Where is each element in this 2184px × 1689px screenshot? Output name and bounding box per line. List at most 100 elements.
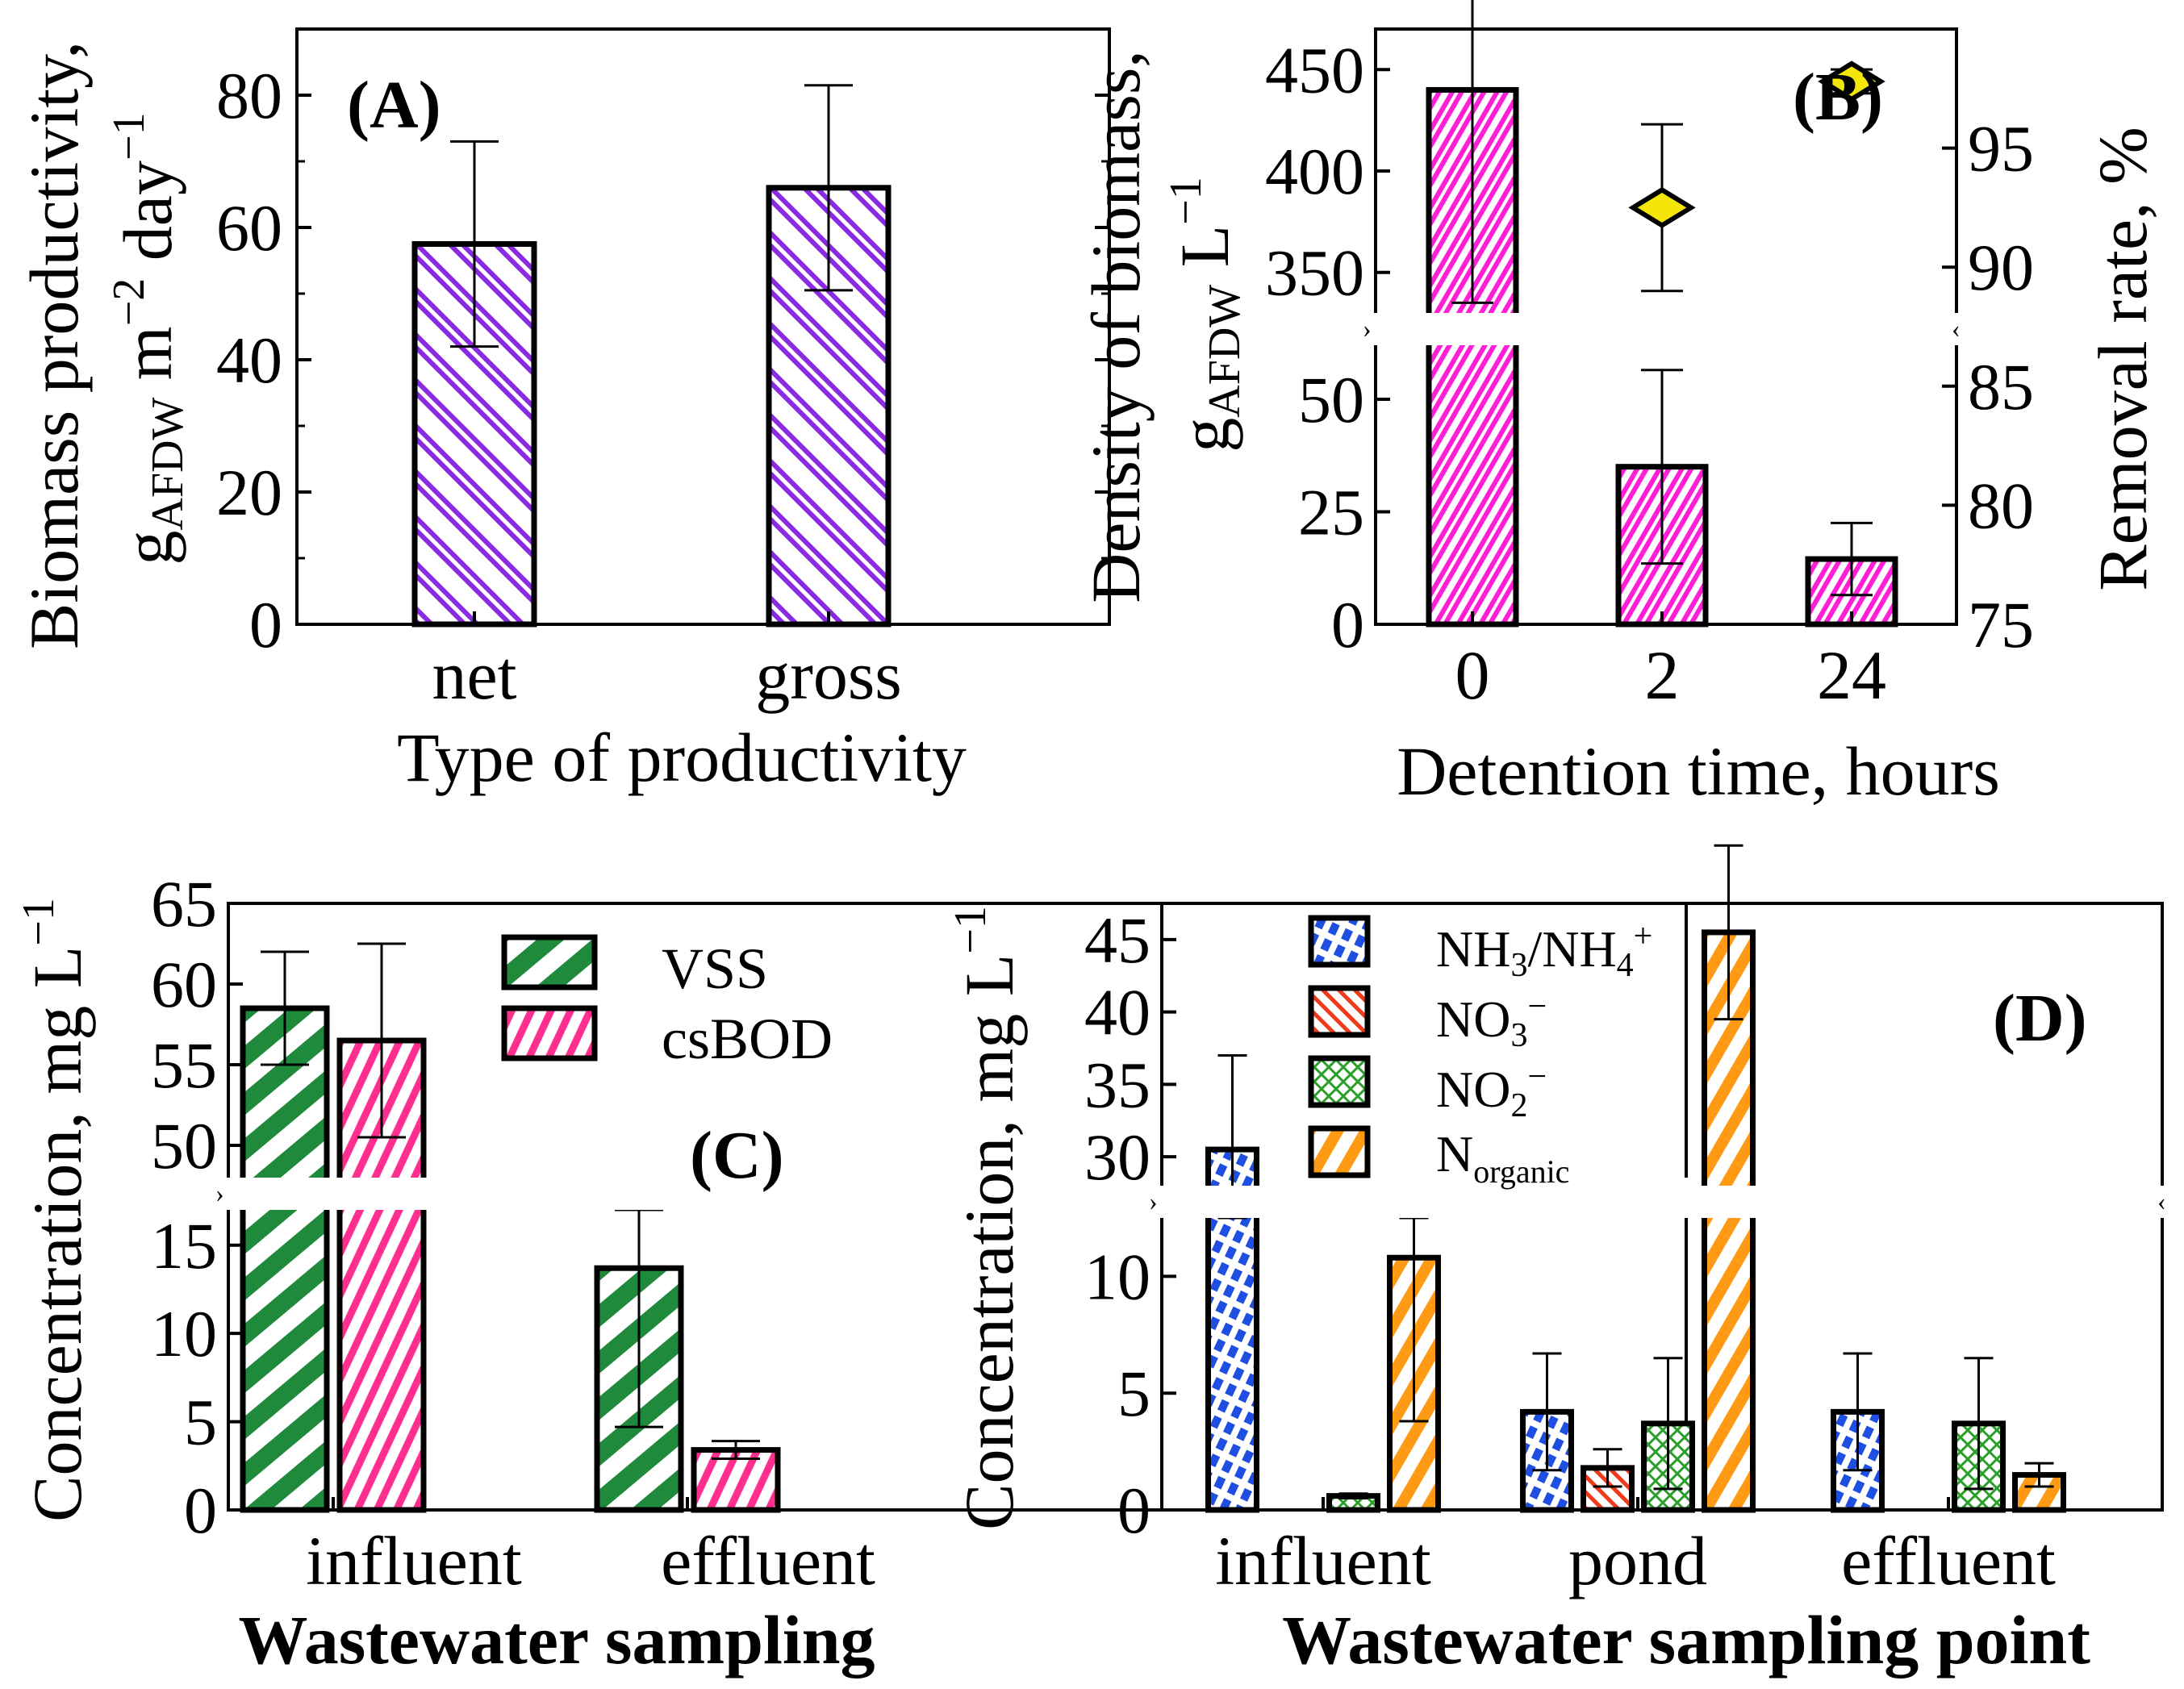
- panel-c-xticks: influent effluent: [306, 1497, 875, 1599]
- panel-b-bars: [1426, 0, 1898, 628]
- panel-d-xlabel: Wastewater sampling point: [1282, 1601, 2090, 1679]
- ytick-label: 25: [1298, 475, 1364, 548]
- ytick-label: 80: [216, 59, 282, 132]
- panel-d-break: › ‹: [1146, 1186, 2178, 1218]
- legend-swatch-csbod: [501, 1005, 598, 1061]
- panel-d-legend: NH3/NH4+ NO3− NO2− Norganic: [1308, 915, 1652, 1190]
- panel-b-diamonds: [1628, 60, 1885, 293]
- panel-b-y2ticks: 75 80 85 90 95: [1942, 112, 2034, 661]
- panel-c-legend: VSS csBOD: [501, 934, 833, 1071]
- ytick-label: 0: [1331, 588, 1364, 661]
- panel-b-ylabel-line2: gAFDW L−1: [1161, 177, 1250, 452]
- ytick-label: 0: [249, 588, 282, 661]
- ytick-label: 10: [1084, 1240, 1150, 1313]
- y2tick-label: 85: [1968, 350, 2034, 423]
- panel-d-legend-item-no3: NO3−: [1308, 985, 1547, 1054]
- panel-b-xlabel: Detention time, hours: [1397, 732, 2000, 810]
- y2tick-label: 95: [1968, 112, 2034, 186]
- panel-c-ylabel: Concentration, mg L−1: [14, 898, 96, 1522]
- legend-swatch-no2: [1308, 1055, 1371, 1108]
- xtick-label-influent: influent: [306, 1522, 522, 1599]
- legend-swatch-nh3: [1308, 915, 1371, 968]
- axis-break-gap: [1146, 1186, 2178, 1218]
- panel-d-legend-item-nh3: NH3/NH4+: [1308, 915, 1652, 984]
- xtick-label-net: net: [432, 636, 516, 714]
- removal-diamond-24: [1818, 60, 1885, 102]
- ytick-label: 0: [1117, 1474, 1150, 1547]
- panel-b-label: (B): [1793, 60, 1883, 135]
- xtick-label-gross: gross: [755, 636, 902, 714]
- axis-break-mark-left: ›: [215, 1178, 224, 1207]
- bar-VSS-influent: [240, 1005, 330, 1513]
- panel-a: 0 20 40 60 80 net gross (A) Type of productiv…: [15, 27, 1111, 796]
- panel-a-xlabel: Type of productivity: [397, 719, 967, 796]
- ytick-label: 65: [151, 867, 217, 940]
- ytick-label: 400: [1265, 135, 1364, 208]
- axis-break-gap: [1359, 313, 1973, 345]
- axis-break-mark-left: ›: [1149, 1186, 1158, 1216]
- y2tick-label: 90: [1968, 231, 2034, 304]
- removal-diamond-2: [1628, 186, 1696, 228]
- legend-label-csbod: csBOD: [662, 1007, 833, 1071]
- ytick-label: 45: [1084, 903, 1150, 977]
- panel-a-xticks: net gross: [432, 611, 902, 714]
- legend-label-norganic: Norganic: [1436, 1125, 1569, 1190]
- ytick-label: 60: [151, 948, 217, 1021]
- xtick-label-2: 2: [1645, 636, 1680, 714]
- axis-break-mark-right: ‹: [2157, 1186, 2166, 1216]
- ytick-label: 10: [151, 1297, 217, 1370]
- ytick-label: 5: [184, 1386, 217, 1459]
- panel-b-ylabel-line1: Density of biomass,: [1077, 50, 1155, 603]
- legend-label-vss: VSS: [662, 936, 768, 1001]
- legend-swatch-norganic: [1308, 1125, 1371, 1178]
- panel-b-xticks: 0 2 24: [1455, 611, 1886, 714]
- panel-a-frame: [295, 27, 1111, 626]
- panel-c-bars: [240, 942, 781, 1513]
- panel-a-yticks: 0 20 40 60 80: [216, 59, 1109, 661]
- panel-d-label: (D): [1993, 981, 2087, 1056]
- bar-Norganic-pond: [1702, 929, 1756, 1513]
- ytick-label: 30: [1084, 1120, 1150, 1194]
- xtick-label-pond: pond: [1568, 1522, 1707, 1599]
- ytick-label: 20: [216, 456, 282, 529]
- ytick-label: 40: [1084, 976, 1150, 1049]
- xtick-label-effluent: effluent: [661, 1522, 875, 1599]
- legend-label-nh3: NH3/NH4+: [1436, 918, 1652, 984]
- y2tick-label: 75: [1968, 588, 2034, 661]
- ytick-label: 50: [151, 1109, 217, 1182]
- ytick-label: 60: [216, 191, 282, 265]
- ytick-label: 5: [1117, 1357, 1150, 1430]
- panel-a-label: (A): [347, 68, 441, 143]
- panel-b-yticks: 0 25 50 350 400 450: [1265, 33, 1390, 661]
- panel-d-legend-item-norganic: Norganic: [1308, 1125, 1569, 1190]
- panel-d-ylabel: Concentration, mg L−1: [946, 906, 1028, 1530]
- xtick-label-24: 24: [1817, 636, 1886, 714]
- y2tick-label: 80: [1968, 469, 2034, 542]
- ytick-label: 40: [216, 323, 282, 397]
- xtick-label-0: 0: [1455, 636, 1490, 714]
- ytick-label: 15: [151, 1209, 217, 1282]
- ytick-label: 50: [1298, 363, 1364, 436]
- panel-c-legend-item-csbod: csBOD: [501, 1005, 833, 1071]
- ytick-label: 350: [1265, 236, 1364, 310]
- legend-swatch-no3: [1308, 985, 1371, 1038]
- ytick-label: 55: [151, 1028, 217, 1102]
- xtick-label-influent: influent: [1215, 1522, 1431, 1599]
- panel-a-bars: [411, 84, 892, 628]
- panel-d-legend-item-no2: NO2−: [1308, 1055, 1547, 1124]
- xtick-label-effluent: effluent: [1841, 1522, 2056, 1599]
- panel-a-ylabel-line2: gAFDW m−2 day−1: [104, 112, 193, 565]
- axis-break-mark-left: ›: [1363, 314, 1372, 343]
- panel-b-y2label: Removal rate, %: [2084, 127, 2161, 591]
- panel-c-label: (C): [690, 1118, 784, 1193]
- ytick-label: 35: [1084, 1048, 1150, 1121]
- panel-b-break: › ‹: [1359, 313, 1973, 345]
- axis-break-mark-right: ‹: [1952, 314, 1961, 343]
- panel-d-xticks: influent pond effluent: [1215, 1497, 2056, 1599]
- ytick-label: 450: [1265, 33, 1364, 106]
